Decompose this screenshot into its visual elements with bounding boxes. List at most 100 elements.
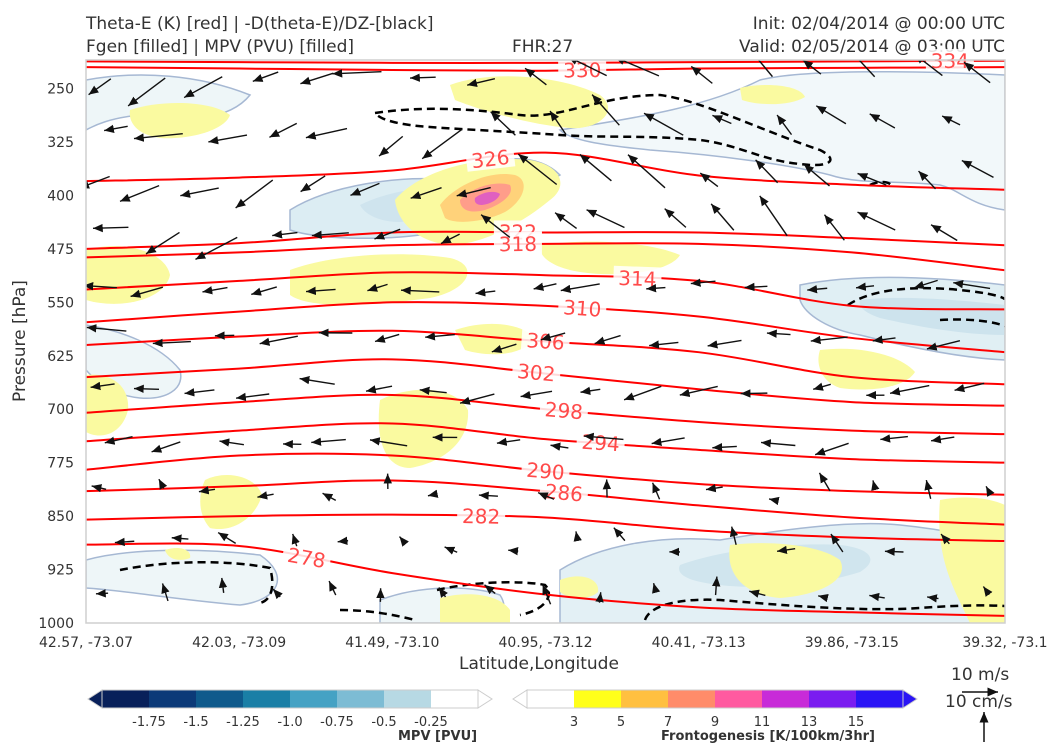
wind-arrow <box>705 483 723 493</box>
wind-arrow <box>766 329 791 338</box>
wind-arrow <box>180 187 219 198</box>
wind-arrow <box>550 442 569 451</box>
lapse-contour <box>847 286 1005 307</box>
wind-arrow <box>930 224 958 242</box>
wind-arrow <box>712 443 737 452</box>
mpv-colorbar-tick: -1.25 <box>226 715 260 730</box>
wind-arrow <box>104 435 133 445</box>
wind-arrow <box>586 209 625 229</box>
theta-e-label: 302 <box>516 359 556 386</box>
wind-arrow <box>130 286 164 298</box>
wind-arrow <box>195 236 238 260</box>
wind-arrow <box>651 482 661 500</box>
x-tick-label: 41.49, -73.10 <box>345 635 439 651</box>
wind-arrow <box>161 583 170 602</box>
wind-arrow <box>579 153 612 182</box>
title-line-1: Theta-E (K) [red] | -D(theta-E)/DZ-[blac… <box>86 14 434 34</box>
fgen-colorbar-swatch <box>668 690 716 708</box>
wind-arrow <box>802 60 822 75</box>
wind-arrow <box>760 439 796 448</box>
x-tick-label: 39.86, -73.15 <box>805 635 899 651</box>
wind-arrow <box>198 486 216 495</box>
theta-e-label: 334 <box>931 49 969 73</box>
wind-arrow <box>889 384 930 396</box>
wind-arrow <box>914 60 943 77</box>
fgen-colorbar-swatch <box>621 690 669 708</box>
fgen-fill <box>86 246 170 304</box>
wind-arrow <box>92 223 129 233</box>
x-tick-label: 40.95, -73.12 <box>498 635 592 651</box>
wind-arrow <box>963 61 991 84</box>
wind-arrow <box>520 390 553 400</box>
y-tick-label: 325 <box>47 135 74 151</box>
wind-arrow <box>982 586 993 597</box>
lapse-contour <box>339 608 416 622</box>
wind-arrow <box>508 547 519 556</box>
wind-arrow <box>560 283 600 294</box>
fgen-colorbar-tick: 5 <box>617 715 625 730</box>
wind-arrow <box>623 385 662 401</box>
wind-arrow <box>869 113 896 129</box>
fgen-fill <box>290 254 468 305</box>
wind-arrow <box>985 485 995 497</box>
wind-arrow <box>594 334 621 345</box>
fgen-fill <box>729 543 842 598</box>
wind-arrow <box>272 588 283 600</box>
fgen-colorbar-label: Frontogenesis [K/100km/3hr] <box>661 729 875 744</box>
wind-arrow <box>374 228 401 240</box>
wind-arrow <box>580 386 601 395</box>
wind-arrow <box>369 437 408 447</box>
wind-arrow <box>649 340 679 349</box>
init-label: Init: 02/04/2014 @ 00:00 UTC <box>752 14 1005 34</box>
fgen-colorbar-tick: 13 <box>801 715 818 730</box>
wind-arrow <box>954 382 985 393</box>
wind-arrow <box>184 388 215 397</box>
mpv-colorbar-tick: -1.5 <box>183 715 208 730</box>
theta-e-contour <box>86 151 1005 191</box>
wind-arrow <box>496 437 521 446</box>
theta-e-label-bg <box>520 457 571 484</box>
wind-arrow <box>542 584 552 605</box>
lapse-contour <box>869 180 894 187</box>
wind-arrow <box>699 172 719 188</box>
fgen-fill <box>740 85 805 105</box>
wind-arrow <box>311 230 349 240</box>
wind-arrow <box>918 170 937 190</box>
fgen-fill <box>455 323 535 355</box>
wind-arrow <box>776 114 793 136</box>
wind-arrow <box>217 531 237 544</box>
title-line-2: Fgen [filled] | MPV (PVU) [filled] <box>86 37 355 57</box>
fgen-colorbar-swatch <box>715 690 763 708</box>
mpv-colorbar-tick: -1.75 <box>132 715 166 730</box>
theta-e-label: 298 <box>544 397 584 424</box>
wind-arrow <box>815 105 847 125</box>
lapse-contour <box>372 93 832 167</box>
fgen-colorbar-tick: 7 <box>664 715 672 730</box>
theta-e-label-bg <box>539 396 589 423</box>
wind-arrow <box>202 286 228 295</box>
wind-arrow <box>235 179 274 209</box>
wind-arrow <box>712 576 721 596</box>
wind-arrow <box>475 288 496 297</box>
fgen-colorbar-swatch <box>527 690 575 708</box>
theta-e-label-bg <box>557 294 608 321</box>
fgen-colorbar-tick: 9 <box>711 715 719 730</box>
y-tick-label: 700 <box>47 402 74 418</box>
wind-arrow <box>478 491 498 500</box>
wind-arrow <box>133 384 160 394</box>
y-tick-label: 250 <box>47 82 74 98</box>
wind-arrow <box>133 133 183 142</box>
wind-arrow <box>119 184 160 202</box>
wind-arrow <box>151 441 181 453</box>
wind-arrow <box>818 594 829 603</box>
wind-arrow <box>880 434 908 443</box>
theta-e-label: 326 <box>470 145 511 173</box>
theta-e-label: 286 <box>544 479 584 506</box>
wind-arrow <box>554 212 578 230</box>
wind-arrow <box>583 432 624 442</box>
fgen-colorbar-tick: 3 <box>570 715 578 730</box>
wind-arrow <box>869 592 885 602</box>
y-tick-label: 475 <box>47 242 74 258</box>
y-tick-label: 550 <box>47 295 74 311</box>
